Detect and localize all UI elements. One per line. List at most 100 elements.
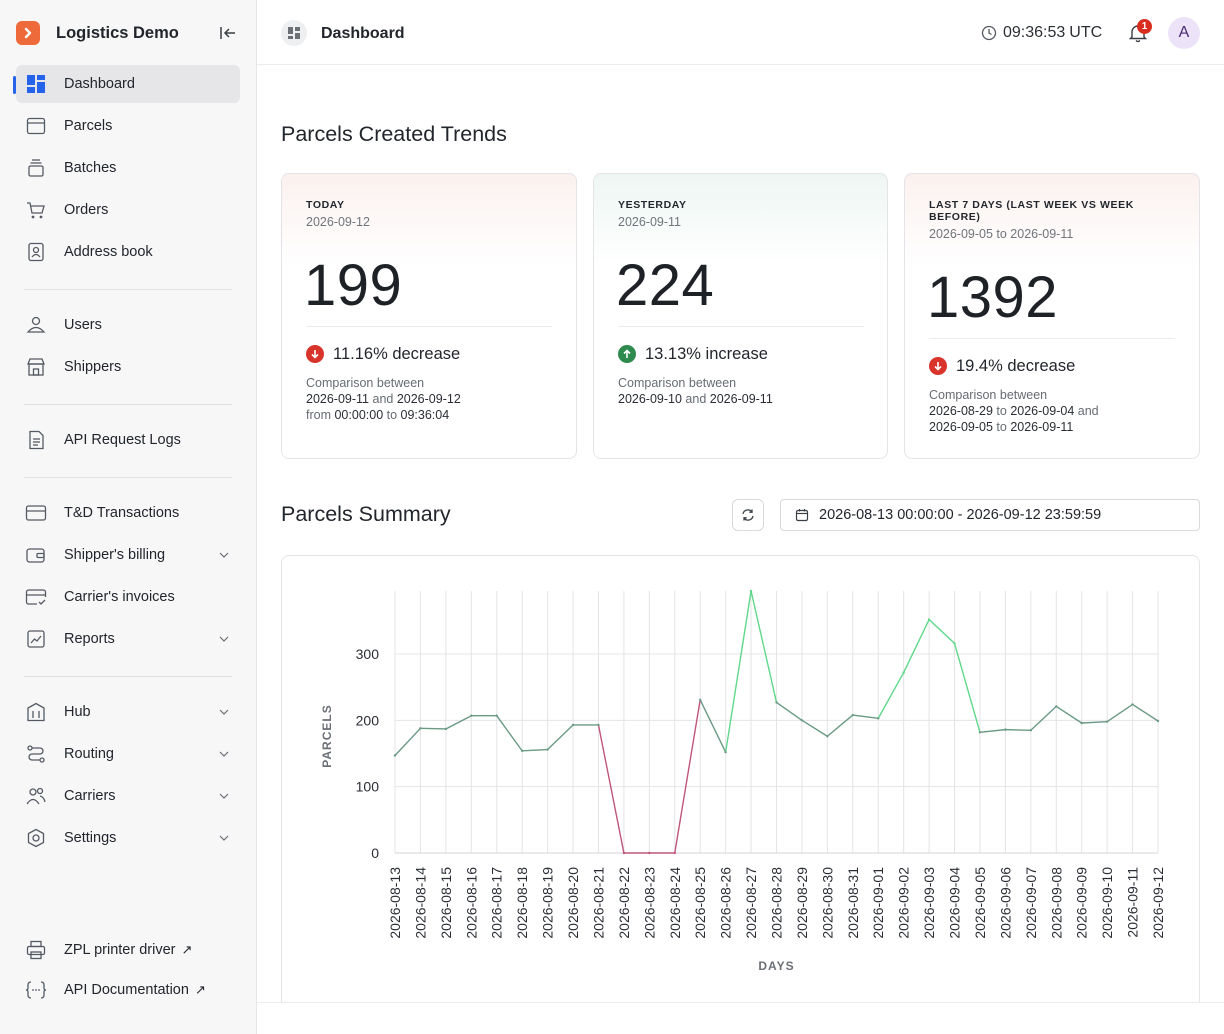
sidebar-item-label: API Request Logs bbox=[64, 432, 181, 448]
sidebar-item-shippers-billing[interactable]: Shipper's billing bbox=[16, 536, 240, 574]
comparison-date: 2026-09-11 bbox=[306, 392, 370, 406]
sidebar-item-dashboard[interactable]: Dashboard bbox=[16, 65, 240, 103]
data-point bbox=[826, 735, 829, 738]
sidebar-item-label: T&D Transactions bbox=[64, 505, 180, 521]
external-link-icon: ↗ bbox=[181, 942, 193, 957]
arrow-down-icon bbox=[929, 357, 947, 375]
comparison-connector: to bbox=[992, 420, 1011, 434]
sidebar: Logistics Demo Dashboard Parcels Batches… bbox=[0, 0, 257, 1034]
chevron-down-icon[interactable] bbox=[218, 790, 230, 802]
clock-time: 09:36:53 bbox=[1003, 24, 1066, 41]
wallet-icon bbox=[25, 545, 47, 565]
comparison-connector: from bbox=[306, 408, 335, 422]
x-tick-label: 2026-08-19 bbox=[540, 867, 556, 939]
printer-icon bbox=[25, 939, 47, 961]
series-segment bbox=[852, 714, 879, 720]
data-point bbox=[520, 749, 524, 753]
series-segment bbox=[775, 701, 803, 722]
series-segment bbox=[1106, 703, 1134, 723]
data-point bbox=[851, 713, 854, 717]
sidebar-item-label: Shippers bbox=[64, 359, 122, 375]
sidebar-item-td-transactions[interactable]: T&D Transactions bbox=[16, 494, 240, 532]
sidebar-item-label: Carriers bbox=[64, 788, 116, 804]
sidebar-divider bbox=[24, 477, 232, 478]
brand-logo bbox=[16, 21, 40, 45]
x-tick-label: 2026-09-03 bbox=[921, 867, 937, 939]
kpi-date: 2026-09-11 bbox=[618, 215, 682, 229]
data-point bbox=[775, 701, 778, 704]
parcels-summary-chart-card: 0 100 200 300 2026-08-13 2026-08-14 2026-08-15… bbox=[281, 555, 1200, 1015]
x-tick-label: 2026-09-04 bbox=[947, 867, 963, 939]
sidebar-item-parcels[interactable]: Parcels bbox=[16, 107, 240, 145]
kpi-date: 2026-09-12 bbox=[306, 215, 370, 229]
x-tick-label: 2026-09-02 bbox=[896, 867, 912, 939]
x-tick-label: 2026-08-30 bbox=[819, 867, 835, 939]
sidebar-item-reports[interactable]: Reports bbox=[16, 620, 240, 658]
data-point bbox=[470, 714, 473, 717]
braces-icon bbox=[25, 979, 47, 1001]
chevron-down-icon[interactable] bbox=[218, 706, 230, 718]
sidebar-item-routing[interactable]: Routing bbox=[16, 735, 240, 773]
comparison-date: 09:36:04 bbox=[400, 408, 450, 422]
data-point bbox=[546, 748, 549, 751]
kpi-label: LAST 7 DAYS (LAST WEEK VS WEEK BEFORE) bbox=[929, 199, 1134, 223]
data-point bbox=[495, 714, 498, 717]
route-icon bbox=[25, 744, 47, 764]
zpl-printer-driver-link[interactable]: ZPL printer driver ↗ bbox=[16, 935, 240, 965]
kpi-card-today: TODAY 2026-09-12 199 11.16% decrease Com… bbox=[281, 173, 577, 459]
sidebar-item-label: Users bbox=[64, 317, 102, 333]
avatar[interactable]: A bbox=[1168, 17, 1200, 49]
chevron-down-icon[interactable] bbox=[218, 549, 230, 561]
series-segment bbox=[750, 590, 778, 704]
data-point bbox=[622, 851, 626, 855]
x-tick-label: 2026-08-25 bbox=[692, 867, 708, 939]
sidebar-item-hub[interactable]: Hub bbox=[16, 693, 240, 731]
refresh-button[interactable] bbox=[732, 499, 764, 531]
comparison-date: 2026-09-10 bbox=[618, 392, 682, 406]
comparison-connector: to bbox=[383, 408, 401, 422]
collapse-sidebar-button[interactable] bbox=[218, 23, 238, 43]
data-point bbox=[953, 642, 956, 645]
sidebar-item-carriers[interactable]: Carriers bbox=[16, 777, 240, 815]
kpi-divider bbox=[929, 338, 1175, 339]
sidebar-divider bbox=[24, 676, 232, 677]
arrow-down-icon bbox=[306, 345, 324, 363]
data-point bbox=[444, 727, 448, 731]
x-tick-label: 2026-09-08 bbox=[1048, 867, 1064, 939]
x-tick-label: 2026-08-20 bbox=[565, 867, 581, 939]
sidebar-item-api-request-logs[interactable]: API Request Logs bbox=[16, 421, 240, 459]
parcels-line-chart: 0 100 200 300 2026-08-13 2026-08-14 2026-08-15… bbox=[320, 589, 1166, 973]
sidebar-item-shippers[interactable]: Shippers bbox=[16, 348, 240, 386]
sidebar-item-users[interactable]: Users bbox=[16, 306, 240, 344]
series-segment bbox=[546, 724, 574, 751]
kpi-change: 13.13% increase bbox=[618, 344, 768, 364]
x-tick-label: 2026-08-18 bbox=[514, 867, 530, 939]
link-label: API Documentation bbox=[64, 982, 189, 998]
data-point bbox=[1131, 703, 1134, 706]
sidebar-item-carriers-invoices[interactable]: Carrier's invoices bbox=[16, 578, 240, 616]
data-point bbox=[749, 589, 753, 593]
sidebar-item-batches[interactable]: Batches bbox=[16, 149, 240, 187]
sidebar-item-label: Dashboard bbox=[64, 76, 135, 92]
comparison-date: 2026-09-11 bbox=[1010, 420, 1074, 434]
date-range-value: 2026-08-13 00:00:00 - 2026-09-12 23:59:5… bbox=[819, 507, 1102, 523]
date-range-picker[interactable]: 2026-08-13 00:00:00 - 2026-09-12 23:59:5… bbox=[780, 499, 1200, 531]
sidebar-item-orders[interactable]: Orders bbox=[16, 191, 240, 229]
invoice-card-icon bbox=[25, 587, 47, 607]
data-point bbox=[1080, 721, 1083, 725]
x-tick-label: 2026-08-22 bbox=[616, 867, 632, 939]
chevron-down-icon[interactable] bbox=[218, 832, 230, 844]
comparison-date: 2026-09-04 bbox=[1010, 404, 1075, 418]
data-point bbox=[927, 618, 931, 621]
sidebar-divider bbox=[24, 404, 232, 405]
sidebar-item-label: Settings bbox=[64, 830, 117, 846]
chevron-down-icon[interactable] bbox=[218, 633, 230, 645]
data-point bbox=[800, 719, 804, 722]
series-segment bbox=[826, 714, 854, 737]
series-segment bbox=[394, 727, 422, 757]
chevron-down-icon[interactable] bbox=[218, 748, 230, 760]
building-icon bbox=[25, 702, 47, 722]
sidebar-item-address-book[interactable]: Address book bbox=[16, 233, 240, 271]
api-documentation-link[interactable]: API Documentation ↗ bbox=[16, 975, 240, 1005]
sidebar-item-settings[interactable]: Settings bbox=[16, 819, 240, 857]
